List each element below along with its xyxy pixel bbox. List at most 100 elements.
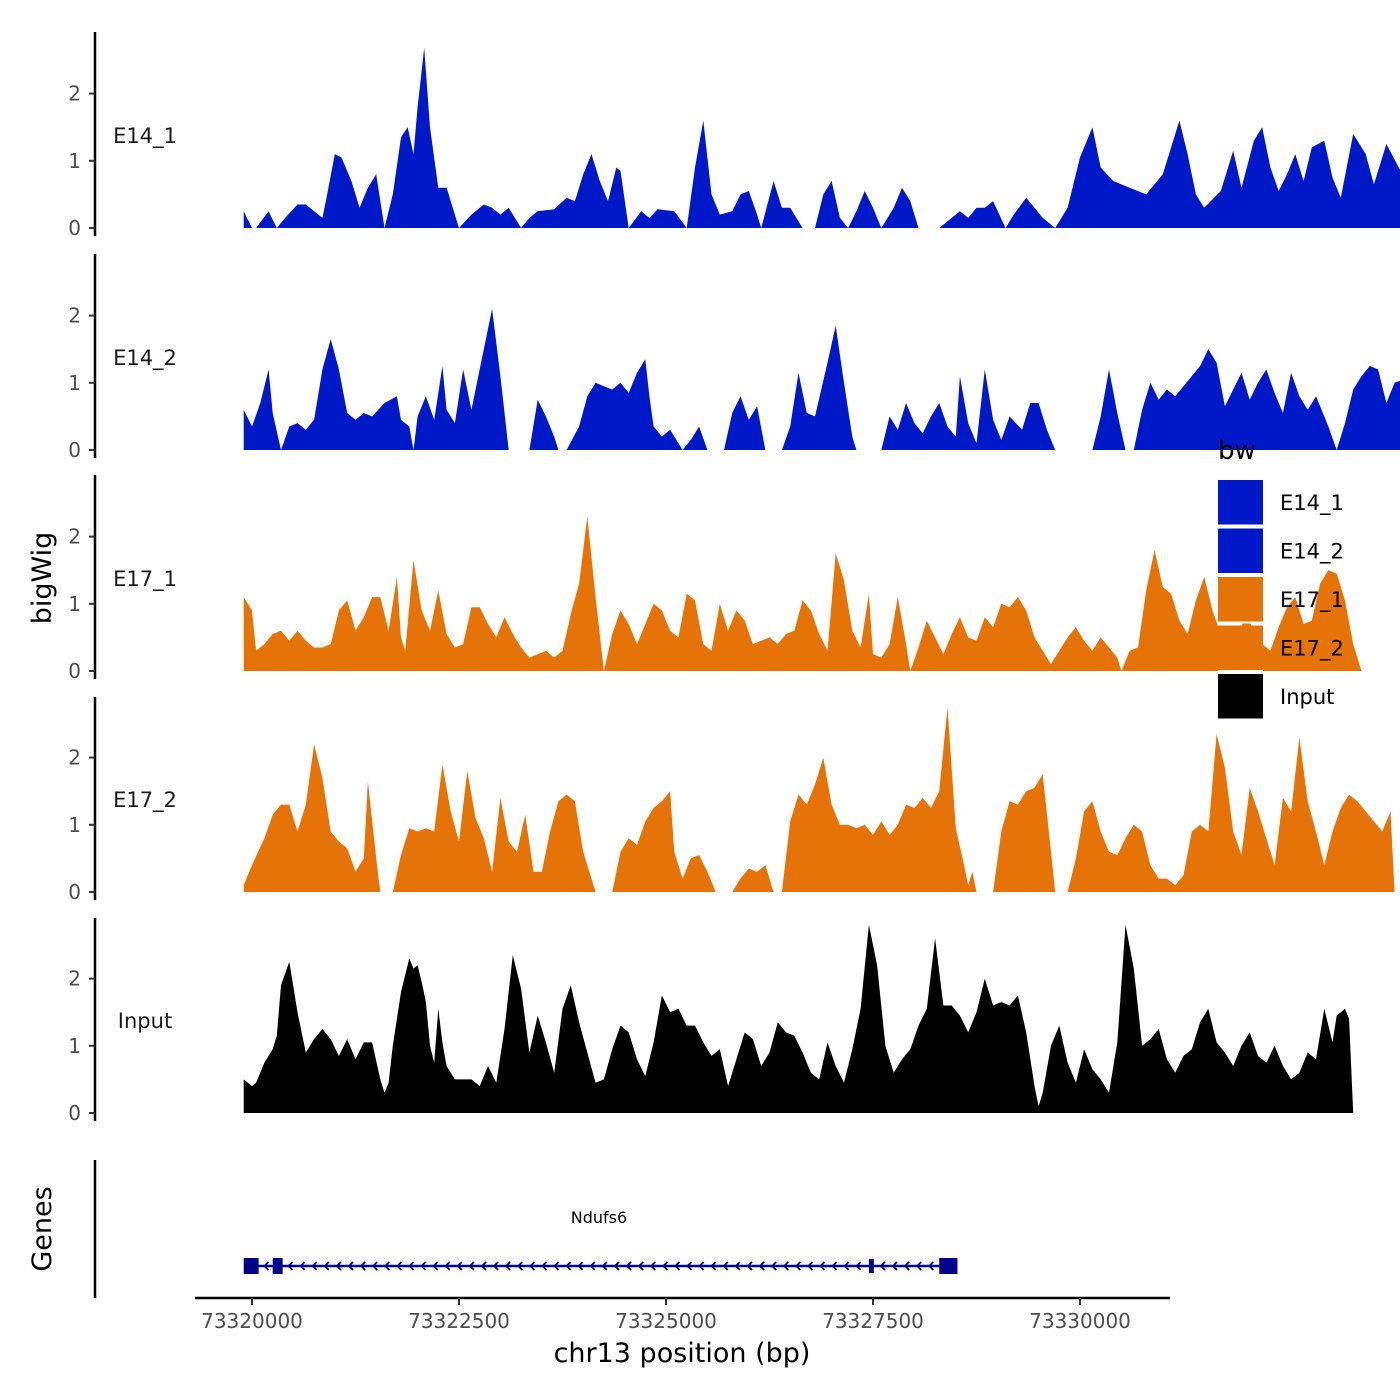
strand-arrow [541,1261,548,1271]
y-tick-label: 1 [68,371,81,395]
strand-arrow [722,1261,729,1271]
y-tick-label: 1 [68,813,81,837]
coverage-area [243,707,1395,892]
legend-title: bw [1218,436,1256,466]
strand-arrow [831,1261,838,1271]
strand-arrow [371,1261,378,1271]
track-label: E17_2 [113,788,177,813]
coverage-area [243,516,1362,671]
strand-arrow [891,1261,898,1271]
strand-arrow [710,1261,717,1271]
strand-arrow [649,1261,656,1271]
y-tick-label: 2 [68,525,81,549]
strand-arrow [408,1261,415,1271]
y-tick-label: 2 [68,967,81,991]
strand-arrow [384,1261,390,1271]
y-tick-label: 0 [68,216,81,240]
strand-arrow [613,1261,620,1271]
track-label: E14_2 [113,346,177,371]
y-tick-label: 0 [68,880,81,904]
coverage-area [243,308,1400,450]
y-tick-label: 2 [68,746,81,770]
legend-label: E17_2 [1280,637,1344,662]
strand-arrow [807,1261,814,1271]
legend-label: Input [1280,685,1334,709]
strand-arrow [565,1261,572,1271]
strand-arrow [432,1261,439,1271]
gene-exon [868,1259,874,1273]
x-tick-label: 73322500 [408,1309,510,1333]
y-tick-label: 2 [68,304,81,328]
track-E17_1: 0 1 2 E17_1 [68,475,1362,683]
strand-arrow [553,1261,560,1271]
legend-swatch [1218,480,1263,525]
legend-label: E14_1 [1280,491,1344,516]
strand-arrow [323,1261,330,1271]
strand-arrow [770,1261,777,1271]
strand-arrow [589,1261,596,1271]
strand-arrow [637,1261,644,1271]
track-Input: 0 1 2 Input [68,918,1354,1125]
strand-arrow [287,1261,294,1271]
coverage-area [243,924,1354,1113]
strand-arrow [758,1261,765,1271]
strand-arrow [359,1261,366,1271]
strand-arrow [335,1261,342,1271]
track-E14_2: 0 1 2 E14_2 [68,254,1400,462]
x-tick-label: 73330000 [1029,1309,1131,1333]
legend-swatch [1218,577,1263,622]
x-axis: 73320000 73322500 73325000 73327500 73330000 [195,1296,1170,1333]
y-tick-label: 1 [68,1034,81,1058]
strand-arrow [299,1261,306,1271]
gene-exon [939,1258,958,1274]
strand-arrow [819,1261,826,1271]
x-axis-title: chr13 position (bp) [554,1338,811,1369]
strand-arrow [456,1261,463,1271]
strand-arrow [517,1261,523,1271]
y-tick-label: 0 [68,438,81,462]
legend-swatch [1218,674,1263,719]
track-label: E17_1 [113,567,177,592]
x-tick-label: 73325000 [615,1309,717,1333]
y-tick-label: 0 [68,659,81,683]
strand-arrow [734,1261,741,1271]
strand-arrow [263,1261,270,1271]
track-label: E14_1 [113,124,177,149]
y-tick-label: 0 [68,1101,81,1125]
strand-arrow [625,1261,632,1271]
track-E14_1: 0 1 2 E14_1 [68,32,1400,240]
x-tick-label: 73327500 [822,1309,924,1333]
strand-arrow [504,1261,511,1271]
legend-swatch [1218,528,1263,574]
legend-swatch [1218,625,1263,671]
strand-arrow [492,1261,499,1271]
strand-arrow [855,1261,862,1271]
strand-arrow [903,1261,910,1271]
gene-track: Ndufs6 [93,1160,958,1298]
legend-label: E14_2 [1280,540,1344,565]
coverage-tracks: 0 1 2 E14_1 0 1 2 E14_2 0 1 2 E17_1 0 1 2 E17_2 0 1 2 Input [68,32,1400,1125]
genes-axis-title: Genes [27,1186,58,1271]
strand-arrow [601,1261,608,1271]
strand-arrow [311,1261,318,1271]
legend: bw E14_1 E14_2 E17_1 E17_2 Input [1218,436,1344,721]
strand-arrow [396,1261,403,1271]
strand-arrow [879,1261,886,1271]
track-label: Input [118,1009,172,1033]
y-tick-label: 1 [68,592,81,616]
y-tick-label: 2 [68,82,81,106]
strand-arrow [674,1261,681,1271]
strand-arrow [843,1261,850,1271]
strand-arrow [468,1261,475,1271]
strand-arrow [686,1261,693,1271]
strand-arrow [420,1261,427,1271]
strand-arrow [915,1261,922,1271]
strand-arrow [782,1261,789,1271]
track-E17_2: 0 1 2 E17_2 [68,697,1395,904]
strand-arrow [928,1261,934,1271]
y-tick-label: 1 [68,149,81,173]
strand-arrow [480,1261,487,1271]
strand-arrow [662,1261,668,1271]
strand-arrow [795,1261,801,1271]
